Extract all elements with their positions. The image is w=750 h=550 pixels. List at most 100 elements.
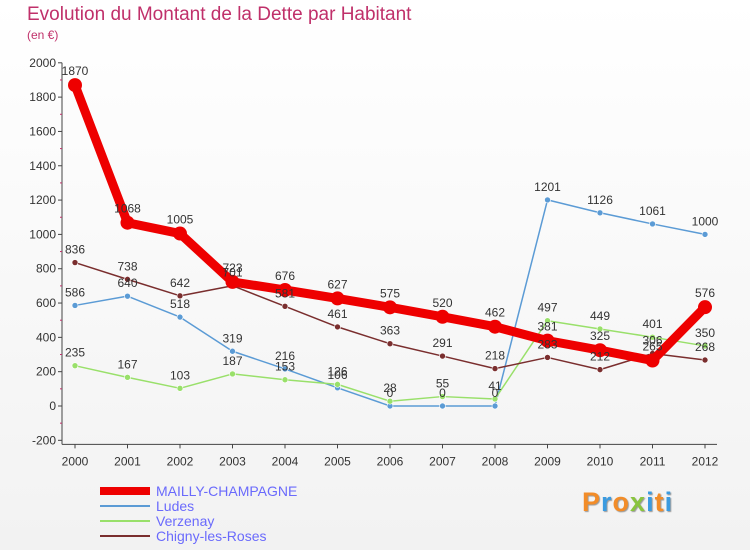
data-label: 291 (432, 336, 452, 350)
data-label: 1126 (587, 193, 613, 207)
data-label: 1000 (692, 214, 719, 228)
legend-label: Chigny-les-Roses (156, 528, 267, 544)
data-point (491, 395, 499, 403)
x-tick-label: 2007 (429, 454, 456, 468)
data-point (593, 343, 607, 358)
data-label: 350 (695, 326, 715, 340)
data-label: 586 (65, 285, 85, 299)
data-label: 701 (222, 266, 242, 280)
data-label: 575 (380, 286, 400, 300)
logo-letter: x (630, 487, 647, 517)
data-label: 676 (275, 269, 295, 283)
data-point (544, 354, 551, 361)
data-point (386, 397, 394, 405)
data-label: 449 (590, 309, 610, 323)
legend-label: Ludes (156, 498, 195, 514)
data-label: 106 (327, 368, 347, 382)
data-label: 126 (327, 364, 347, 378)
y-tick-label: 0 (49, 399, 56, 413)
data-label: 325 (590, 329, 610, 343)
data-label: 28 (383, 381, 397, 395)
data-point (173, 226, 187, 241)
y-tick-label: 200 (36, 365, 56, 379)
logo-letter: P (582, 487, 602, 517)
logo-letter: i (646, 487, 655, 517)
data-point (596, 325, 604, 333)
x-tick-label: 2009 (534, 454, 561, 468)
data-point (124, 276, 131, 283)
logo-letter: r (601, 487, 613, 517)
data-label: 576 (695, 286, 715, 300)
data-label: 265 (642, 340, 662, 354)
data-label: 723 (222, 261, 242, 275)
logo-letter: t (654, 487, 665, 517)
data-point (386, 340, 394, 348)
data-point (225, 274, 240, 289)
data-label: 167 (117, 357, 137, 371)
data-point (491, 365, 499, 372)
data-point (645, 353, 660, 368)
data-point (229, 370, 236, 378)
data-label: 581 (275, 286, 295, 300)
data-label: 55 (436, 377, 450, 391)
data-point (281, 376, 289, 384)
data-point (698, 300, 712, 315)
data-point (176, 292, 184, 300)
legend-swatch (100, 535, 150, 537)
data-point (596, 209, 604, 217)
y-tick-label: 1000 (29, 227, 56, 241)
data-point (649, 220, 656, 228)
logo-letter: o (612, 487, 631, 517)
x-tick-label: 2002 (167, 454, 194, 468)
y-tick-label: 400 (36, 330, 56, 344)
data-point (330, 291, 345, 306)
data-point (176, 313, 184, 321)
data-label: 1201 (534, 180, 561, 194)
data-point (488, 319, 502, 334)
data-point (596, 366, 604, 373)
y-tick-label: 1400 (29, 159, 56, 173)
data-point (334, 323, 341, 331)
data-label: 642 (170, 276, 190, 290)
data-label: 216 (275, 349, 295, 363)
data-point (491, 402, 499, 410)
data-point (435, 309, 450, 324)
data-point (701, 356, 709, 364)
data-point (281, 365, 289, 373)
legend-swatch (100, 505, 150, 507)
data-label: 283 (537, 337, 557, 351)
data-label: 1005 (167, 213, 194, 227)
data-point (544, 317, 551, 325)
data-label: 627 (327, 277, 347, 291)
x-tick-label: 2010 (587, 454, 614, 468)
data-label: 836 (65, 243, 85, 257)
data-label: 319 (222, 331, 242, 345)
data-point (544, 196, 551, 204)
x-tick-label: 2012 (692, 454, 719, 468)
data-label: 363 (380, 324, 400, 338)
data-point (120, 215, 135, 230)
data-point (649, 333, 656, 341)
data-point (439, 393, 446, 400)
data-point (701, 231, 709, 238)
data-point (124, 374, 131, 381)
data-point (281, 303, 289, 310)
x-tick-label: 2005 (324, 454, 351, 468)
data-label: 103 (170, 368, 190, 382)
data-point (540, 333, 555, 348)
data-label: 235 (65, 346, 85, 360)
legend-label: MAILLY-CHAMPAGNE (156, 483, 298, 499)
legend-swatch (100, 520, 150, 522)
logo-letter: i (664, 487, 674, 517)
data-point (71, 362, 79, 369)
y-tick-label: 1800 (29, 90, 56, 104)
data-point (439, 402, 446, 410)
data-point (68, 78, 82, 93)
x-tick-label: 2001 (114, 454, 141, 468)
data-label: 187 (222, 354, 242, 368)
data-label: 640 (117, 276, 137, 290)
data-label: 41 (488, 379, 502, 393)
legend-label: Verzenay (156, 513, 215, 529)
data-label: 0 (439, 386, 446, 400)
y-tick-label: 600 (36, 296, 56, 310)
